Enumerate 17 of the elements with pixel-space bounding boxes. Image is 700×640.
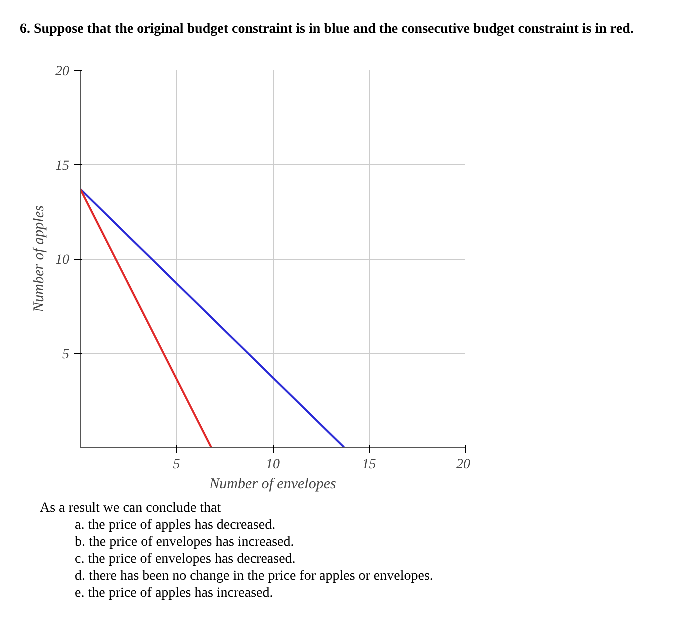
y-tick-label: 5 [62, 347, 70, 362]
y-axis-title: Number of apples [32, 206, 48, 314]
x-tick-label: 10 [266, 458, 280, 472]
x-tick-label: 5 [173, 458, 180, 472]
y-tick-label: 15 [56, 158, 70, 174]
text: c. the price of envelopes has decreased. [75, 551, 297, 568]
x-tick-label: 20 [456, 458, 470, 472]
text: d. there has been no change in the price for apples or envelopes. [75, 568, 434, 585]
x-axis-title: Number of envelopes [208, 476, 336, 492]
text: e. the price of apples has increased. [75, 585, 274, 602]
chart-title: 6. Suppose that the original budget constraint is in blue and the consecutive budget constraint is in red. [20, 22, 634, 37]
y-tick-label: 10 [56, 253, 70, 268]
text: As a result we can conclude that [40, 500, 222, 517]
y-tick-label: 20 [56, 64, 70, 80]
x-tick-label: 15 [362, 458, 376, 472]
text: b. the price of envelopes has increased. [75, 534, 296, 551]
text: a. the price of apples has decreased. [75, 517, 277, 534]
